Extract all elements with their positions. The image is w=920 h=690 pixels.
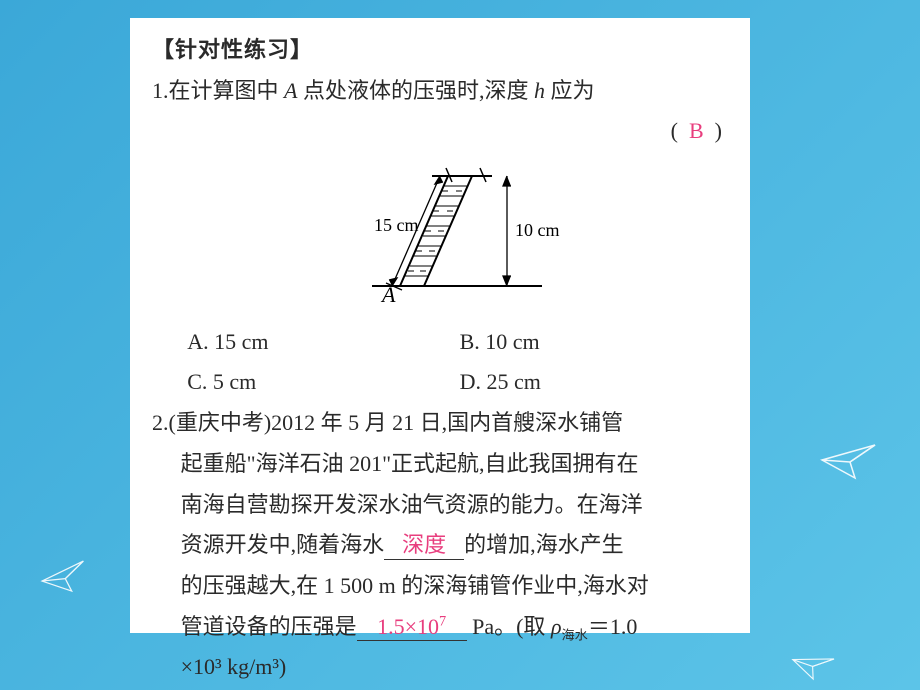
q2-line5: 的压强越大,在 1 500 m 的深海铺管作业中,海水对 <box>152 566 732 607</box>
q2-blank2: 1.5×107 <box>357 613 467 641</box>
question-1: 1.在计算图中 A 点处液体的压强时,深度 h 应为 ( B ) <box>152 71 732 403</box>
eq: ＝1.0 <box>588 614 638 639</box>
paper-plane-icon <box>820 440 880 480</box>
q2-line6: 管道设备的压强是 1.5×107 Pa。(取 ρ海水＝1.0 <box>152 607 732 648</box>
paper-plane-icon <box>787 645 839 686</box>
q2-number: 2. <box>152 410 169 435</box>
q1-answer-paren: ( B ) <box>152 111 732 152</box>
q2-src: (重庆中考)2012 年 5 月 21 日,国内首艘深水铺管 <box>169 410 624 435</box>
point-A-label: A <box>380 282 396 306</box>
section-title: 【针对性练习】 <box>152 30 732 71</box>
exercise-card: 【针对性练习】 1.在计算图中 A 点处液体的压强时,深度 h 应为 ( B ) <box>130 18 750 633</box>
q2-blank1: 深度 <box>384 532 464 559</box>
dim-15cm: 15 cm <box>374 215 419 235</box>
q1-optB: B. 10 cm <box>460 322 732 363</box>
q2-l4b: 的增加,海水产生 <box>464 532 624 557</box>
q2-line3: 南海自营勘探开发深水油气资源的能力。在海洋 <box>152 485 732 526</box>
q1-stem: 1.在计算图中 A 点处液体的压强时,深度 h 应为 <box>152 71 732 112</box>
q1-h: h <box>534 78 545 103</box>
q1-optC: C. 5 cm <box>187 362 459 403</box>
dim-10cm: 10 cm <box>515 220 560 240</box>
q1-optD: D. 25 cm <box>460 362 732 403</box>
q1-A: A <box>284 78 297 103</box>
rho-sub: 海水 <box>562 627 588 642</box>
q1-options: A. 15 cm B. 10 cm C. 5 cm D. 25 cm <box>152 322 732 403</box>
paper-plane-icon <box>37 556 92 598</box>
q2-blank2-ans: 1.5×107 <box>377 614 446 639</box>
q1-number: 1. <box>152 78 169 103</box>
q2-blank1-ans: 深度 <box>402 532 446 557</box>
q2-l4a: 资源开发中,随着海水 <box>181 532 385 557</box>
q2-l6b: Pa。(取 <box>467 614 551 639</box>
q1-text-c: 应为 <box>545 78 595 103</box>
paren-open: ( <box>671 118 678 143</box>
q1-optA: A. 15 cm <box>187 322 459 363</box>
q2-l6a: 管道设备的压强是 <box>181 614 357 639</box>
tilted-tube-diagram: 15 cm 10 cm A <box>322 156 562 306</box>
q2-line7: ×10³ kg/m³) <box>152 647 732 688</box>
q2-line4: 资源开发中,随着海水深度的增加,海水产生 <box>152 525 732 566</box>
q1-text-a: 在计算图中 <box>169 78 285 103</box>
q2-line2: 起重船"海洋石油 201"正式起航,自此我国拥有在 <box>152 444 732 485</box>
q1-figure: 15 cm 10 cm A <box>152 156 732 320</box>
rho: ρ <box>551 614 562 639</box>
q1-text-b: 点处液体的压强时,深度 <box>297 78 534 103</box>
question-2: 2.(重庆中考)2012 年 5 月 21 日,国内首艘深水铺管 起重船"海洋石… <box>152 403 732 688</box>
q1-answer: B <box>689 118 704 143</box>
paren-close: ) <box>715 118 722 143</box>
q2-line1: 2.(重庆中考)2012 年 5 月 21 日,国内首艘深水铺管 <box>152 403 732 444</box>
